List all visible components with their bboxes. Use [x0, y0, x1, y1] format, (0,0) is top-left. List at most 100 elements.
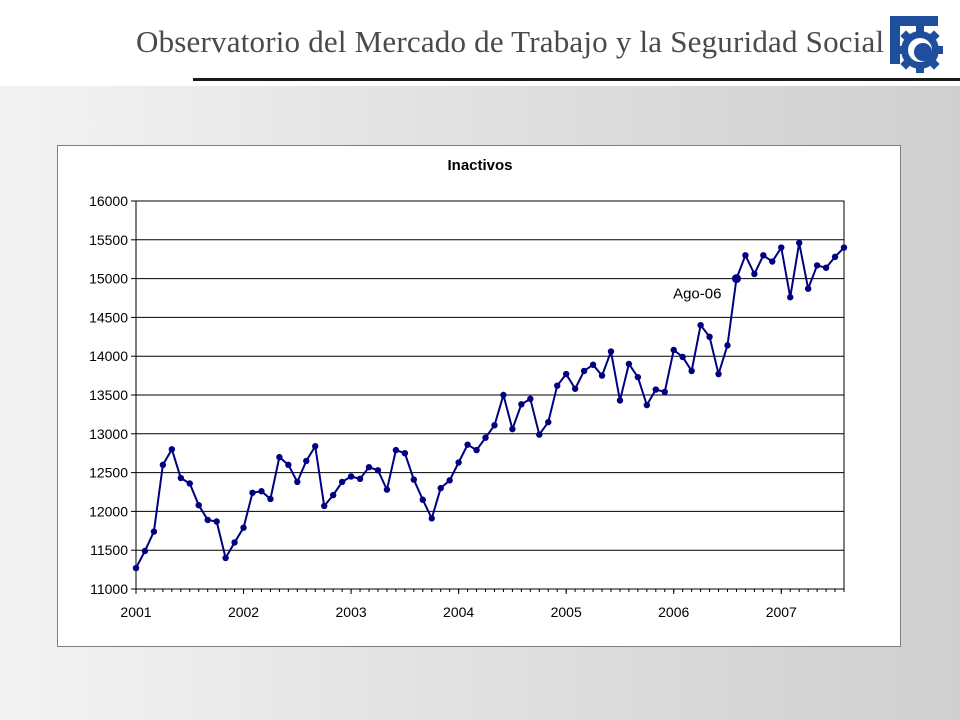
- data-point: [500, 391, 507, 399]
- data-point: [795, 239, 803, 247]
- data-point: [634, 373, 642, 381]
- y-tick-label: 14500: [89, 309, 128, 325]
- data-point: [509, 425, 516, 433]
- data-point: [294, 478, 301, 486]
- data-point: [177, 474, 185, 482]
- data-point: [715, 370, 722, 378]
- chart-title: Inactivos: [447, 157, 512, 174]
- x-tick-label: 2003: [336, 604, 367, 620]
- data-point: [706, 333, 713, 340]
- data-point: [616, 397, 624, 404]
- y-tick-label: 13500: [89, 387, 128, 403]
- data-point: [625, 360, 633, 368]
- annotated-point: [731, 274, 741, 284]
- data-point: [778, 244, 785, 251]
- data-point: [787, 294, 794, 301]
- data-point: [607, 348, 615, 355]
- x-axis-ticks: 2001 2002 2003 2004 2005 2006 2007: [120, 589, 845, 620]
- y-tick-label: 13000: [89, 426, 128, 442]
- data-point: [589, 361, 597, 368]
- annotation-label: Ago-06: [673, 286, 721, 303]
- data-point: [321, 502, 328, 510]
- data-point: [419, 496, 426, 503]
- data-point: [661, 388, 668, 396]
- data-point: [670, 346, 677, 354]
- data-point: [213, 518, 220, 525]
- data-point: [831, 253, 839, 261]
- y-tick-label: 12000: [89, 503, 128, 519]
- data-point: [231, 539, 238, 546]
- data-point: [769, 258, 776, 265]
- data-point: [303, 457, 310, 465]
- data-point: [822, 264, 830, 271]
- data-point: [374, 467, 382, 474]
- data-point: [312, 443, 319, 450]
- page-header: Observatorio del Mercado de Trabajo y la…: [0, 0, 960, 86]
- data-point: [491, 422, 498, 429]
- x-tick-label: 2002: [228, 604, 259, 620]
- data-point: [132, 564, 140, 572]
- x-tick-label: 2001: [120, 604, 151, 620]
- data-point: [329, 491, 337, 499]
- data-point: [347, 473, 355, 480]
- data-point: [580, 367, 588, 375]
- data-point: [813, 262, 821, 269]
- series-line: [135, 242, 845, 569]
- data-point: [186, 480, 193, 487]
- data-point: [428, 515, 435, 522]
- data-point: [285, 461, 292, 469]
- chart-axes: [135, 200, 845, 590]
- data-point: [195, 501, 202, 509]
- chart-annotations: Ago-06: [673, 274, 741, 303]
- data-point: [446, 477, 453, 484]
- data-point: [437, 484, 444, 492]
- data-point: [688, 367, 695, 375]
- data-point: [751, 270, 758, 278]
- data-point: [392, 446, 400, 454]
- data-point: [276, 453, 283, 461]
- data-point: [464, 441, 471, 448]
- data-point: [697, 321, 704, 329]
- data-point: [536, 431, 543, 438]
- data-point: [356, 475, 364, 483]
- y-tick-label: 15500: [89, 232, 128, 248]
- data-point: [150, 528, 158, 535]
- data-point: [168, 446, 176, 453]
- x-tick-label: 2005: [551, 604, 582, 620]
- data-point: [643, 401, 651, 409]
- data-point: [760, 252, 767, 259]
- data-point: [518, 401, 525, 408]
- page-title: Observatorio del Mercado de Trabajo y la…: [136, 24, 885, 59]
- data-point: [222, 554, 229, 562]
- y-axis-ticks: 11000 11500 12000 12500 13000 13500 14000 14500…: [89, 193, 136, 597]
- data-point: [383, 486, 391, 493]
- data-point: [571, 385, 579, 392]
- data-point: [141, 547, 149, 555]
- y-tick-label: 11500: [90, 542, 128, 558]
- data-point: [365, 463, 373, 471]
- y-tick-label: 16000: [89, 193, 128, 209]
- data-point: [482, 434, 489, 441]
- plot-area-frame: [135, 200, 845, 590]
- data-point: [554, 382, 561, 389]
- series-points: [132, 239, 848, 572]
- data-point: [455, 459, 462, 466]
- data-point: [240, 524, 247, 531]
- data-point: [410, 476, 418, 483]
- y-tick-label: 14000: [89, 348, 128, 364]
- data-point: [159, 461, 167, 469]
- data-point: [249, 489, 256, 496]
- data-point: [724, 342, 731, 349]
- data-point: [401, 450, 409, 457]
- data-point: [473, 446, 480, 454]
- data-point: [204, 516, 211, 524]
- header-divider: [193, 78, 960, 81]
- data-point: [679, 353, 686, 361]
- x-tick-label: 2004: [443, 604, 474, 620]
- y-tick-label: 11000: [90, 581, 128, 597]
- data-point: [267, 495, 274, 503]
- x-tick-label: 2007: [766, 604, 797, 620]
- data-point: [562, 370, 570, 378]
- chart-panel: Inactivos 11000 11500 12000 12500 13000 13500…: [57, 145, 901, 647]
- x-tick-label: 2006: [658, 604, 689, 620]
